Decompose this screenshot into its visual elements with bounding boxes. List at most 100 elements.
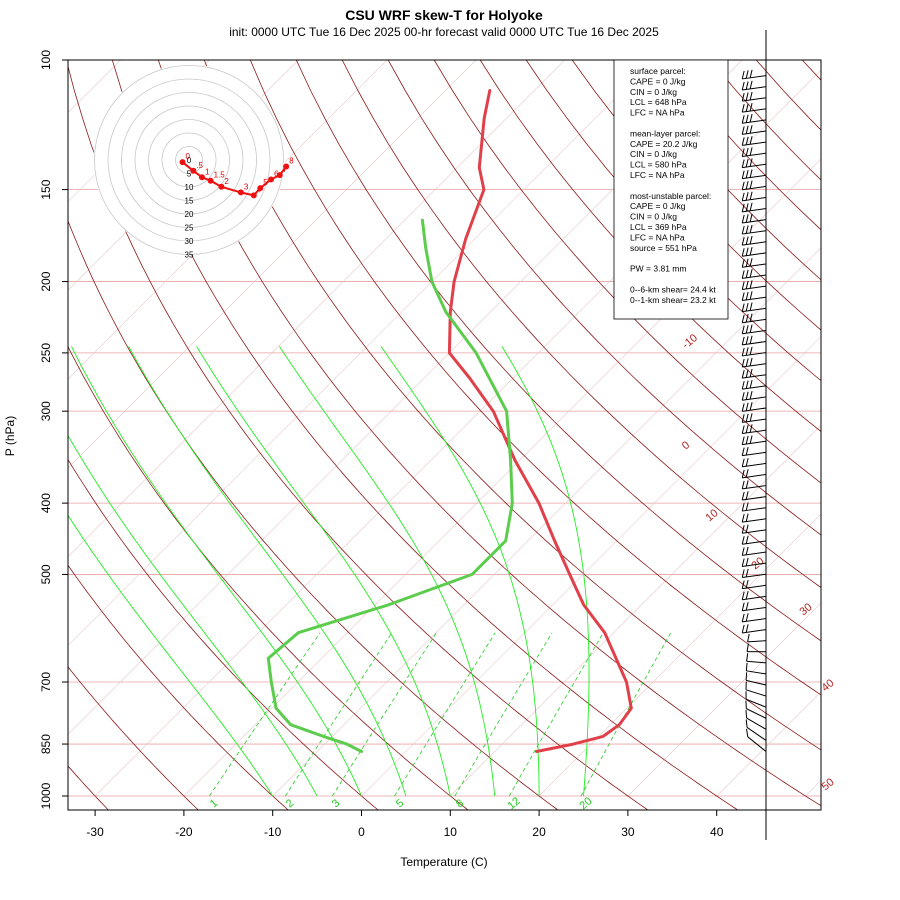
hodograph-ring-label: 35: [185, 251, 194, 260]
moist-adiabat: [380, 346, 540, 796]
wind-barb: [742, 130, 767, 135]
x-tick-label: -10: [264, 825, 282, 839]
mixing-ratio-line: [580, 632, 672, 797]
wind-barb-flag: [749, 80, 753, 90]
wind-barb-flag: [745, 147, 749, 157]
wind-barb-flag: [745, 236, 749, 245]
wind-barb-flag: [745, 557, 749, 567]
wind-barb-flag: [749, 280, 753, 289]
hodograph-ring-label: 0: [187, 156, 192, 165]
dry-adiabat: [295, 60, 821, 642]
wind-barb-flag: [741, 392, 745, 401]
wind-barb-flag: [749, 114, 753, 123]
hodograph-point-label: 5: [263, 178, 268, 187]
wind-barb: [745, 689, 767, 697]
wind-barb: [742, 196, 767, 202]
parcel-info-line: LFC = NA hPa: [630, 170, 685, 180]
y-axis-label: P (hPa): [3, 416, 17, 456]
parcel-info-line: LCL = 369 hPa: [630, 222, 687, 232]
wind-barb: [742, 108, 767, 113]
wind-barb-flag: [741, 491, 745, 501]
wind-barb-flag: [741, 547, 745, 556]
wind-barb-flag: [749, 402, 753, 411]
wind-barb-flag: [749, 224, 753, 234]
wind-barb: [742, 285, 767, 290]
parcel-info-line: 0--1-km shear= 23.2 kt: [630, 295, 716, 305]
wind-barb: [742, 341, 767, 346]
moist-adiabat: [71, 346, 362, 797]
wind-barb-flag: [745, 391, 749, 400]
plot-frame: [67, 59, 822, 811]
isotherm-label: 40: [820, 677, 837, 694]
wind-barb-flag: [749, 136, 753, 145]
wind-barb-flag: [741, 469, 745, 478]
hodograph-point: [250, 192, 257, 199]
wind-barb-flag: [741, 237, 745, 246]
parcel-info-line: source = 551 hPa: [630, 243, 697, 253]
wind-barb-flag: [749, 258, 753, 267]
wind-barb-flag: [745, 302, 749, 312]
wind-barb-flag: [741, 281, 745, 290]
moist-adiabat: [279, 346, 496, 797]
wind-barb: [742, 174, 767, 180]
wind-barb-flag: [749, 368, 753, 378]
hodograph-point-label: 2: [224, 177, 229, 186]
wind-barb-flag: [741, 381, 745, 390]
mixing-ratio-label: 1: [208, 797, 220, 810]
wind-barb-flag: [749, 191, 753, 200]
wind-barb: [742, 440, 767, 446]
wind-barb-flag: [745, 424, 749, 434]
wind-barb-flag: [745, 624, 749, 633]
isotherm-line: [450, 424, 821, 797]
x-tick-label: -30: [86, 825, 104, 839]
hodograph-point-label: 0: [186, 152, 191, 161]
isotherm-label: -10: [680, 332, 700, 351]
wind-barb-flag: [749, 158, 753, 167]
hodograph-ring: [121, 92, 257, 228]
wind-barb: [742, 551, 767, 556]
mixing-ratio-label: 3: [330, 797, 342, 810]
y-tick-label: 250: [39, 343, 53, 363]
chart-title: CSU WRF skew-T for Holyoke: [345, 7, 543, 23]
parcel-info-line: CAPE = 20.2 J/kg: [630, 139, 698, 149]
wind-barb-flag: [749, 424, 753, 433]
wind-barb-flag: [741, 514, 745, 523]
wind-barb-flag: [741, 536, 745, 545]
wind-barb-flag: [749, 302, 753, 311]
parcel-info-line: CIN = 0 J/kg: [630, 149, 677, 159]
wind-barb-flag: [741, 292, 745, 301]
profiles: [266, 89, 633, 753]
wind-barbs: [741, 30, 767, 840]
wind-barb: [742, 230, 767, 235]
wind-barb-flag: [741, 303, 745, 312]
moist-adiabat: [501, 346, 590, 797]
isotherm-line: [68, 60, 565, 558]
wind-barb-flag: [749, 335, 753, 344]
wind-barb-flag: [741, 126, 745, 135]
wind-barb-flag: [745, 709, 748, 719]
parcel-info-line: CIN = 0 J/kg: [630, 87, 677, 97]
wind-barb-flag: [745, 491, 749, 500]
mixing-ratio-line: [508, 632, 604, 797]
wind-barb-flag: [741, 525, 745, 534]
dry-adiabat: [848, 60, 900, 812]
wind-barb: [742, 363, 767, 368]
wind-barb-flag: [749, 235, 753, 245]
wind-barb-flag: [745, 380, 749, 389]
wind-barb: [742, 507, 767, 512]
isotherm-line: [68, 60, 477, 469]
wind-barb-flag: [741, 270, 745, 279]
wind-barb-flag: [741, 104, 745, 113]
wind-barb-flag: [745, 591, 749, 600]
wind-barb-flag: [749, 413, 753, 422]
wind-barb-flag: [745, 325, 749, 334]
x-axis-label: Temperature (C): [400, 855, 487, 869]
wind-barb-flag: [745, 568, 749, 578]
wind-barb-flag: [745, 413, 749, 422]
wind-barb-flag: [749, 269, 753, 278]
wind-barb-flag: [741, 115, 745, 124]
wind-barb-flag: [745, 225, 749, 234]
wind-barb-flag: [741, 248, 745, 257]
wind-barb-flag: [749, 435, 753, 444]
wind-barb-flag: [741, 203, 745, 213]
